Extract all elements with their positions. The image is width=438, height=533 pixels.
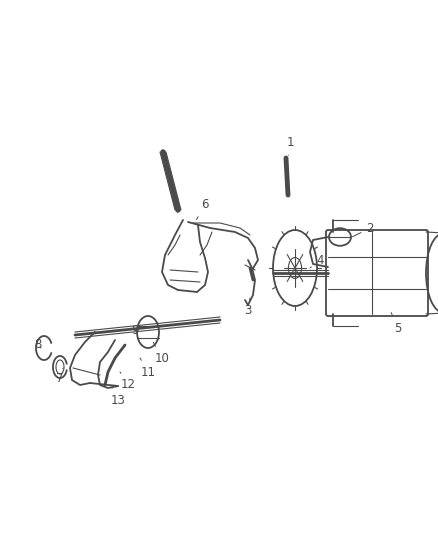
Text: 8: 8 [34,338,42,351]
Text: 13: 13 [110,388,125,407]
Text: 12: 12 [120,372,135,392]
Text: 10: 10 [153,342,170,365]
Text: 6: 6 [196,198,209,220]
Text: 1: 1 [286,136,294,155]
Text: 11: 11 [140,358,155,378]
Text: 5: 5 [391,312,402,335]
Text: 9: 9 [131,324,139,336]
Text: 7: 7 [56,368,64,384]
Text: 3: 3 [244,298,252,317]
Text: 2: 2 [353,222,374,237]
Text: 4: 4 [310,254,324,268]
